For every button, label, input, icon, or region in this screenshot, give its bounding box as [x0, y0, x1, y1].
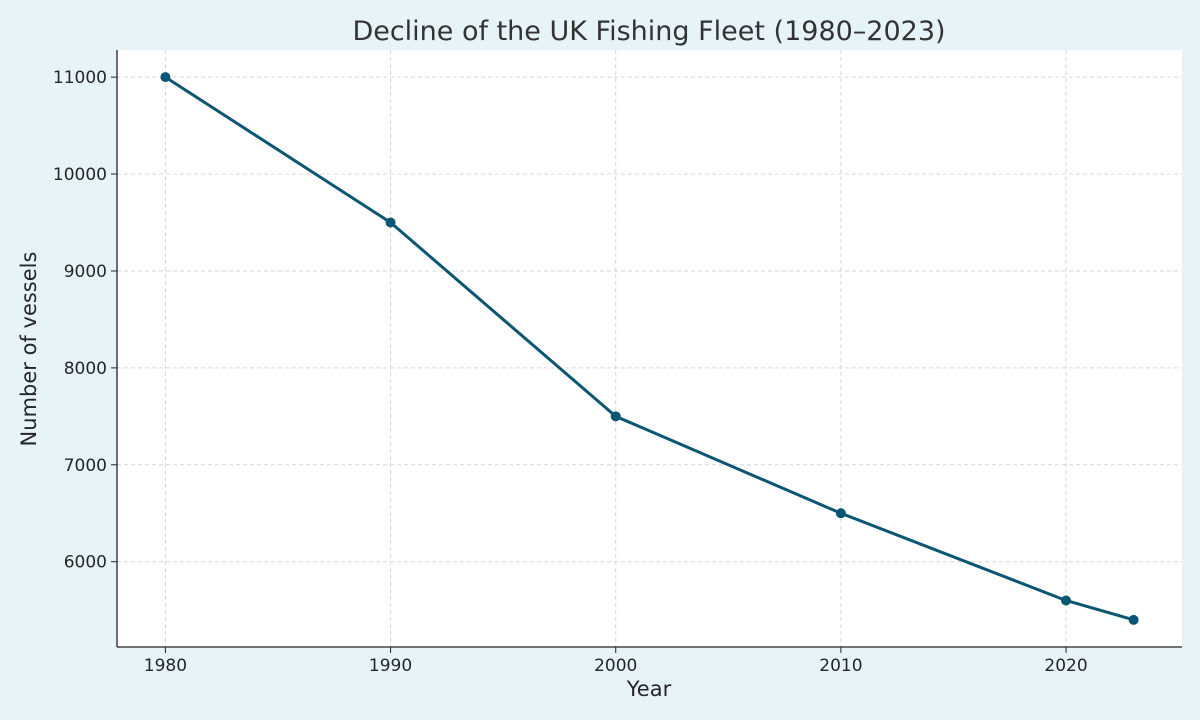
- y-tick-label: 9000: [64, 262, 107, 282]
- ticks: 1980 1990 2000 2010 2020 6000 7000 8000 9000 1000…: [53, 68, 1088, 676]
- data-point: [160, 72, 171, 83]
- x-tick-label: 1980: [144, 656, 187, 676]
- x-tick-label: 2020: [1044, 656, 1087, 676]
- data-point: [1061, 595, 1072, 606]
- y-tick-label: 10000: [53, 165, 107, 185]
- chart-title: Decline of the UK Fishing Fleet (1980–20…: [352, 16, 945, 47]
- y-tick-label: 6000: [64, 553, 107, 573]
- plot-area: [117, 50, 1182, 647]
- grid: [117, 50, 1182, 647]
- data-point: [835, 508, 846, 519]
- x-axis-label: Year: [626, 677, 672, 701]
- x-tick-label: 2010: [819, 656, 862, 676]
- data-point: [610, 411, 621, 422]
- x-tick-label: 1990: [369, 656, 412, 676]
- series-line: [164, 75, 1135, 622]
- series: [160, 72, 1139, 625]
- data-point: [1128, 614, 1139, 625]
- y-tick-label: 11000: [53, 68, 107, 88]
- x-tick-label: 2000: [594, 656, 637, 676]
- data-point: [385, 217, 396, 228]
- y-axis-label: Number of vessels: [17, 252, 41, 447]
- y-tick-label: 7000: [64, 456, 107, 476]
- y-tick-label: 8000: [64, 359, 107, 379]
